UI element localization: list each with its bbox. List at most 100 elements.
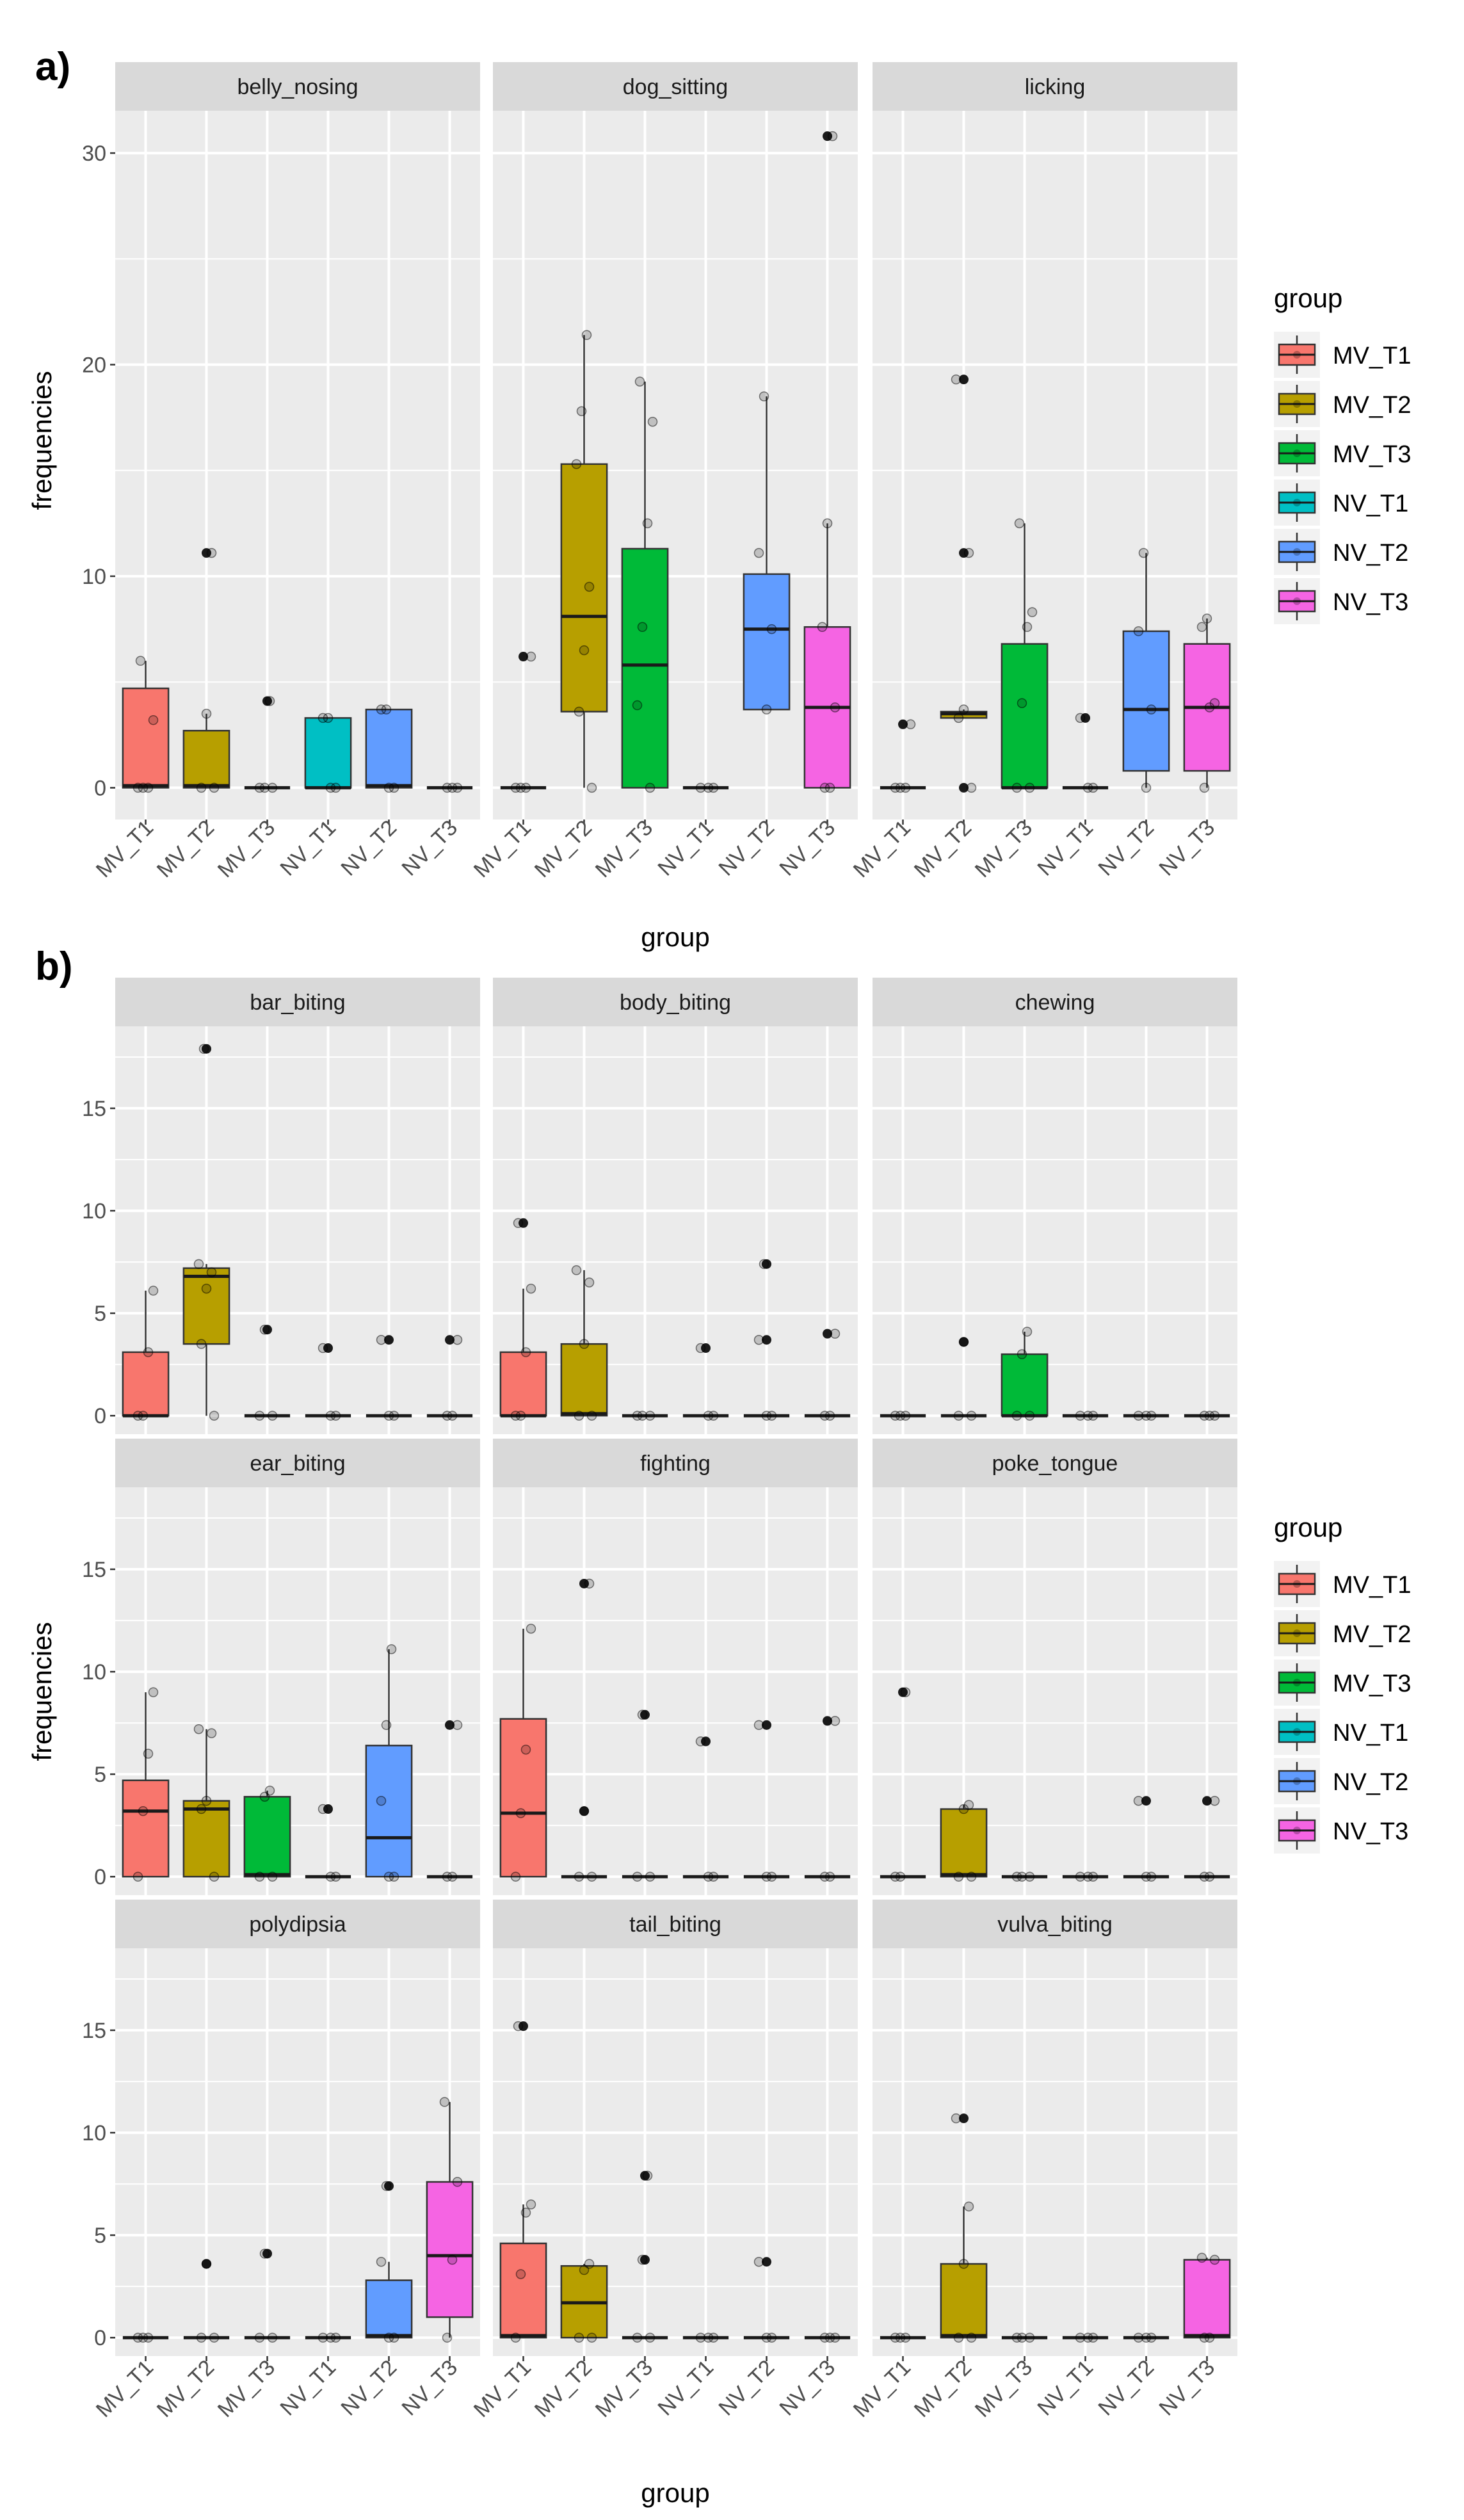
data-point	[325, 2332, 336, 2343]
box-NV_T3	[1183, 613, 1231, 793]
box-MV_T3	[622, 1709, 668, 1882]
data-point	[520, 2208, 531, 2218]
data-point	[963, 1800, 974, 1810]
outlier-point	[262, 1325, 272, 1335]
panel-background	[115, 1487, 480, 1895]
x-tick-label: NV_T3	[397, 2355, 462, 2421]
outlier-point	[701, 1343, 711, 1353]
box-NV_T1	[305, 1804, 351, 1882]
box-body	[122, 1779, 170, 1878]
data-point	[1133, 2332, 1144, 2343]
data-point	[584, 1578, 595, 1589]
data-point	[703, 782, 714, 793]
data-point	[817, 622, 828, 633]
data-point	[330, 1871, 341, 1882]
data-point	[447, 1410, 458, 1421]
data-point	[1146, 1871, 1157, 1882]
box-MV_T3	[621, 376, 669, 793]
outlier-point	[519, 2021, 528, 2031]
legend-key-NV_T3	[1274, 1807, 1320, 1854]
box-NV_T1	[682, 782, 729, 793]
data-point	[753, 1720, 764, 1731]
outlier-point	[1081, 713, 1090, 723]
box-NV_T2	[743, 1259, 790, 1421]
data-point	[376, 1796, 387, 1806]
data-point	[584, 1277, 595, 1288]
data-point	[389, 782, 399, 793]
data-point	[1199, 782, 1210, 793]
data-point	[148, 1687, 159, 1697]
data-point	[951, 2113, 961, 2124]
data-point	[138, 1410, 149, 1421]
data-point	[584, 2259, 595, 2269]
x-tick-label: NV_T2	[1093, 816, 1159, 881]
data-point	[579, 645, 590, 656]
legend-label: NV_T2	[1333, 540, 1408, 567]
data-point	[825, 2332, 835, 2343]
data-point	[201, 1796, 212, 1806]
legend-key-point	[1293, 351, 1301, 359]
data-point	[819, 1410, 830, 1421]
data-point	[890, 1871, 901, 1882]
y-tick-label: 30	[82, 141, 106, 166]
box-body	[560, 463, 608, 713]
data-point	[953, 1871, 964, 1882]
x-tick-label: NV_T2	[336, 2355, 401, 2421]
data-point	[895, 1871, 906, 1882]
outlier-point	[959, 375, 969, 385]
data-point	[1082, 2332, 1093, 2343]
data-point	[439, 2097, 450, 2107]
panel-background	[493, 1948, 858, 2356]
facet-title: dog_sitting	[623, 75, 728, 99]
box-MV_T2	[182, 547, 230, 793]
data-point	[695, 1343, 706, 1353]
data-point	[632, 700, 643, 711]
box-MV_T1	[880, 1687, 926, 1882]
box-MV_T2	[561, 1578, 607, 1882]
data-point	[761, 1871, 772, 1882]
y-axis-title: frequencies	[27, 1622, 57, 1761]
data-point	[1199, 2332, 1210, 2343]
y-tick-label: 15	[82, 1097, 106, 1121]
data-point	[1088, 782, 1098, 793]
data-point	[267, 1410, 278, 1421]
data-point	[1202, 613, 1212, 624]
data-point	[766, 624, 777, 634]
data-point	[761, 2332, 772, 2343]
box-MV_T2	[183, 2259, 230, 2343]
box-MV_T3	[1001, 518, 1049, 793]
facet-dog_sitting: dog_sitting MV_T1MV_T2MV_T3NV_T1NV_T2NV_T…	[469, 62, 858, 882]
box-body	[182, 1267, 230, 1345]
data-point	[900, 2332, 911, 2343]
data-point	[1146, 1410, 1157, 1421]
data-point	[830, 2332, 841, 2343]
facet-title: belly_nosing	[237, 75, 358, 99]
data-point	[267, 2332, 278, 2343]
box-body	[1122, 630, 1170, 772]
x-tick-label: MV_T2	[530, 2355, 597, 2422]
data-point	[193, 1259, 204, 1270]
box-body	[243, 1796, 291, 1878]
box-MV_T2	[182, 1724, 230, 1882]
data-point	[442, 2332, 453, 2343]
data-point	[1011, 2332, 1022, 2343]
box-NV_T2	[365, 704, 413, 793]
box-MV_T2	[940, 1337, 987, 1421]
data-point	[753, 547, 764, 558]
x-tick-label: NV_T1	[275, 816, 341, 881]
box-NV_T2	[1122, 547, 1170, 793]
panel-background	[493, 1026, 858, 1434]
data-point	[259, 1324, 270, 1335]
data-point	[1196, 2252, 1207, 2263]
box-NV_T3	[804, 1329, 851, 1421]
data-point	[264, 1785, 275, 1796]
box-body	[365, 2279, 413, 2339]
data-point	[581, 330, 592, 341]
data-point	[1017, 1871, 1027, 1882]
box-body	[122, 1351, 170, 1417]
box-NV_T1	[1062, 713, 1109, 793]
legend-label: NV_T3	[1333, 589, 1408, 616]
data-point	[259, 2249, 270, 2259]
data-point	[510, 1410, 521, 1421]
data-point	[1017, 1349, 1027, 1359]
